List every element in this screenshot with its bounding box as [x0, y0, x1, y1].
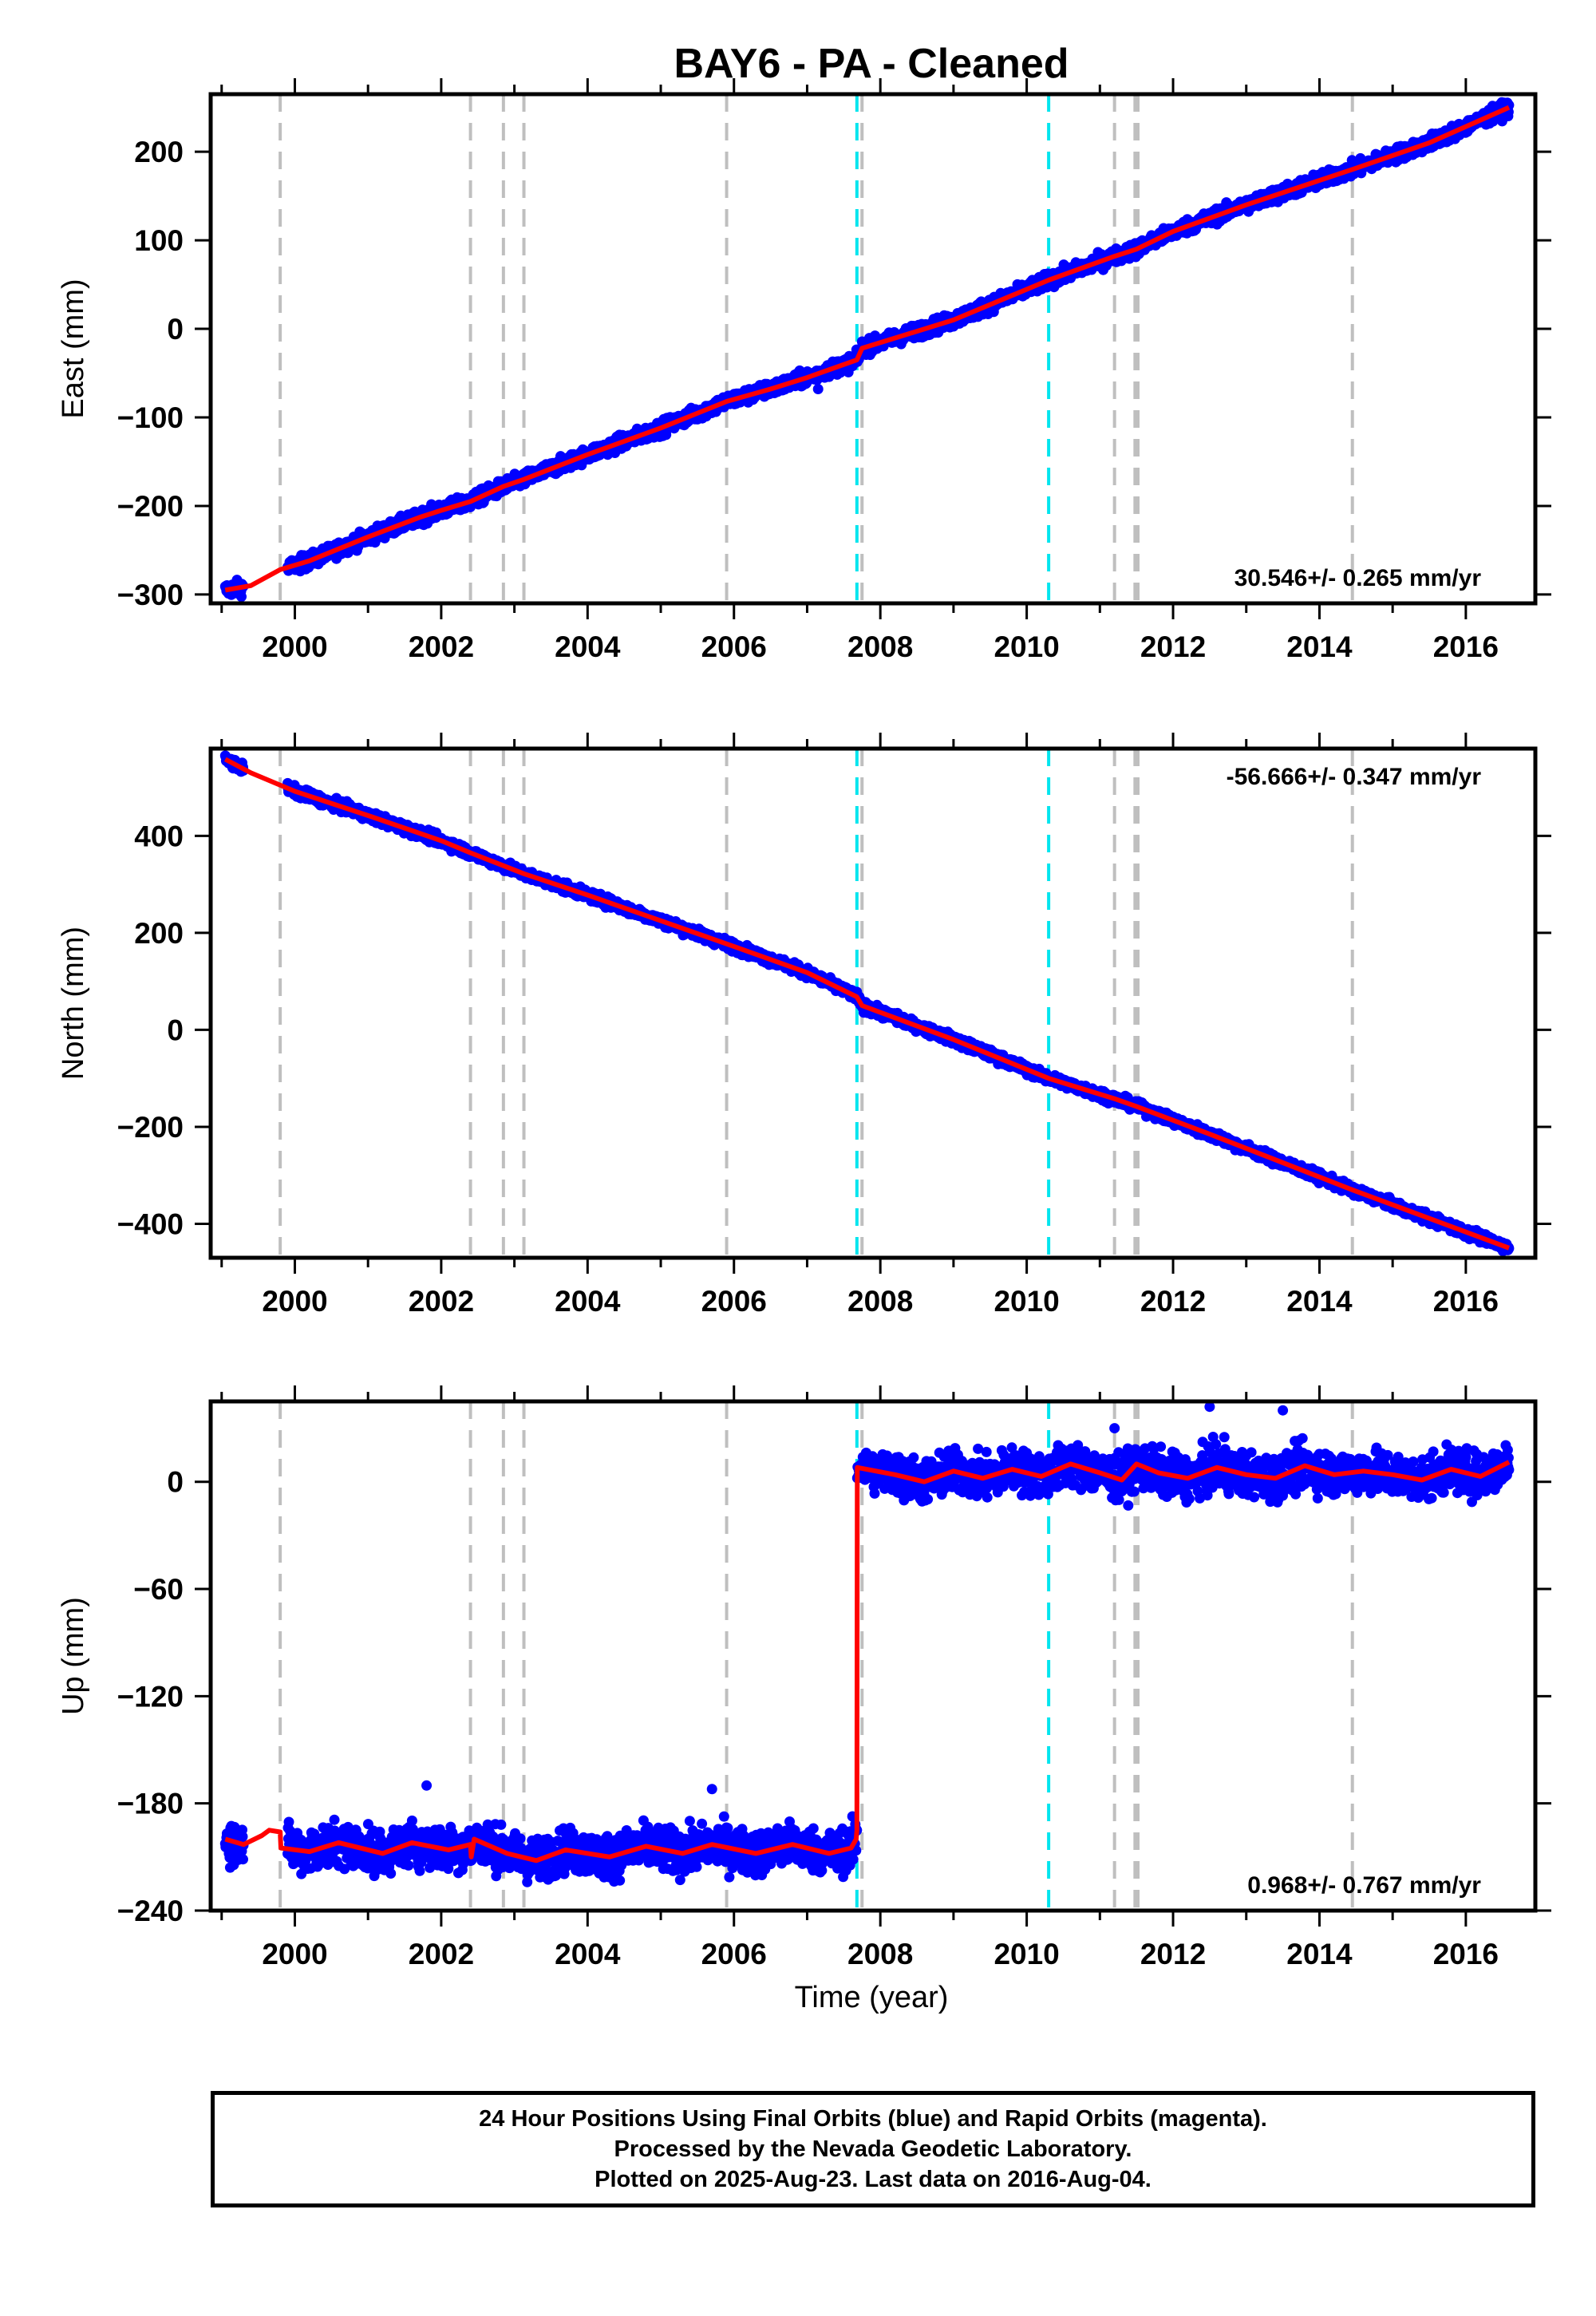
y-axis-label: East (mm) [57, 279, 90, 418]
panels-group: 2000 2002 2004 2006 2008 2010 2012 2014 2016−300… [57, 78, 1551, 1970]
x-tick-label: 2006 [701, 630, 767, 663]
y-tick-label: 0 [167, 313, 184, 346]
x-tick-label: 2016 [1433, 630, 1499, 663]
event-lines [279, 94, 1354, 603]
x-tick-label: 2008 [847, 630, 913, 663]
y-tick-label: 100 [134, 224, 184, 257]
panel-north: 2000 2002 2004 2006 2008 2010 2012 2014 2016−400… [57, 733, 1551, 1318]
observation-points [219, 750, 1515, 1257]
observation-points [219, 97, 1515, 603]
x-tick-label: 2012 [1140, 630, 1206, 663]
x-tick-label: 2002 [409, 630, 474, 663]
chart-title: BAY6 - PA - Cleaned [674, 41, 1069, 87]
x-tick-label: 2004 [555, 630, 621, 663]
y-tick-label: −300 [117, 579, 184, 611]
x-axis: 2000 2002 2004 2006 2008 2010 2012 2014 2016 [220, 78, 1499, 663]
y-axis: −300 −200 −100 0 100 200 [117, 136, 1551, 611]
x-tick-label: 2014 [1286, 630, 1353, 663]
y-tick-label: −100 [117, 401, 184, 434]
outlier-point [812, 383, 824, 394]
x-tick-label: 2010 [994, 630, 1059, 663]
model-line [224, 105, 1511, 593]
observation-point [236, 591, 247, 603]
y-tick-label: −200 [117, 490, 184, 523]
x-tick-label: 2000 [262, 630, 327, 663]
event-lines [279, 749, 1354, 1258]
panel-east: 2000 2002 2004 2006 2008 2010 2012 2014 2016−300… [57, 78, 1551, 663]
plot-frame [208, 92, 1538, 606]
y-tick-label: 200 [134, 136, 184, 168]
rate-label: 30.546+/- 0.265 mm/yr [1235, 565, 1482, 591]
